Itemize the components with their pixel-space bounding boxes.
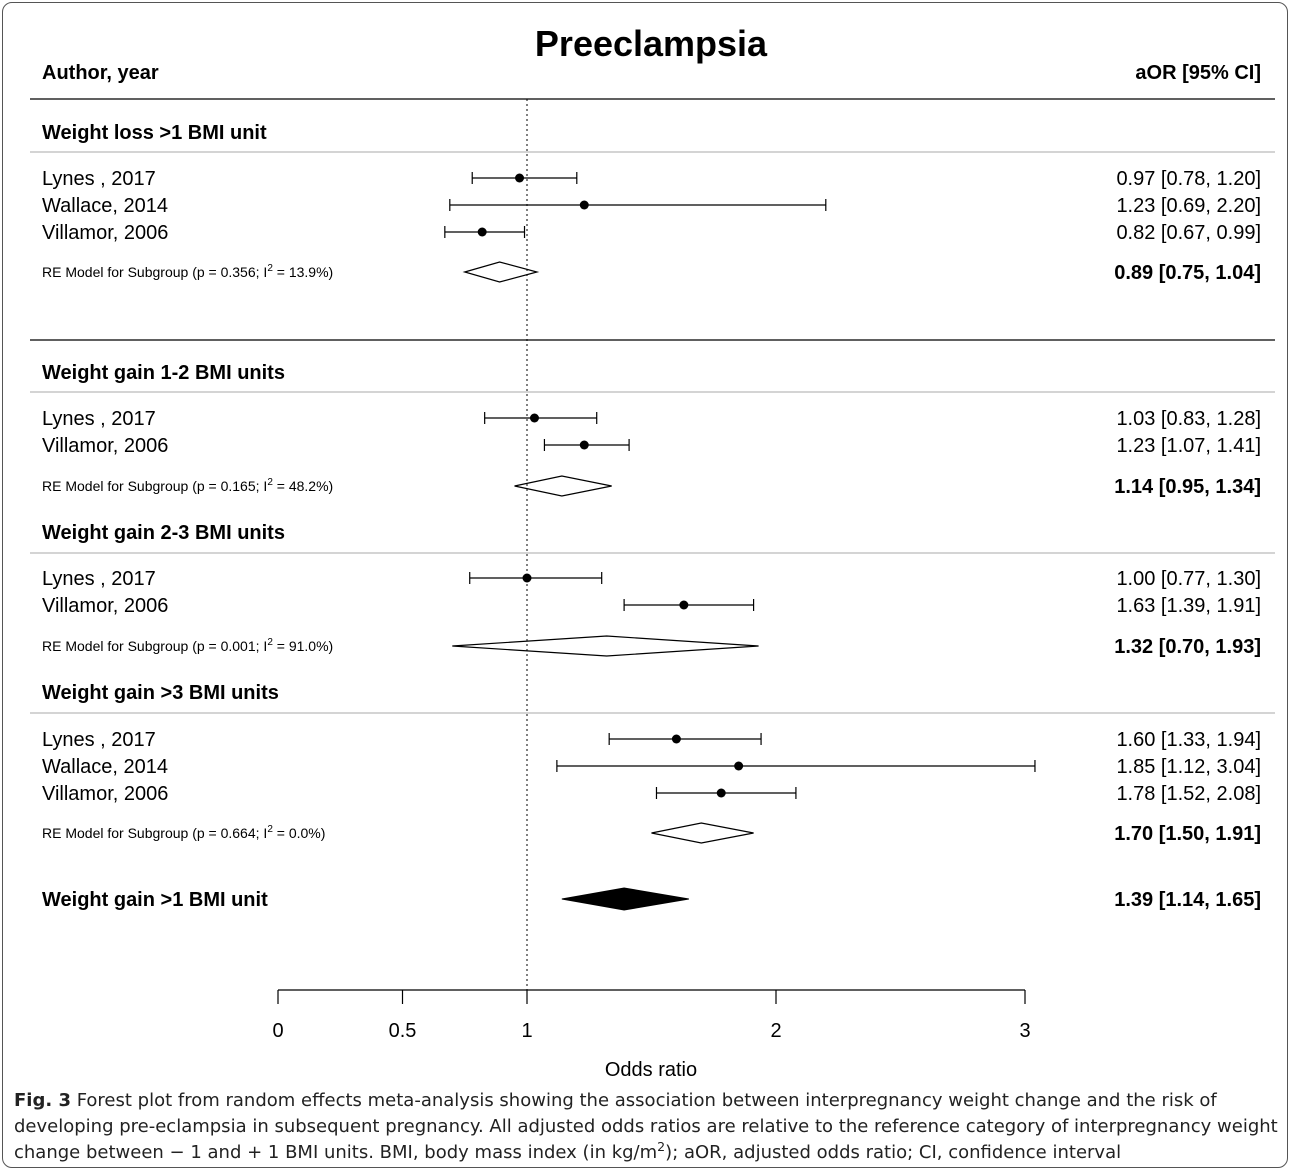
study-label: Villamor, 2006 — [42, 222, 168, 244]
subgroup-heading: Weight gain 1-2 BMI units — [42, 362, 285, 384]
subgroup-summary-diamond — [651, 822, 754, 844]
subgroup-summary-diamond — [514, 475, 612, 497]
study-estimate-text: 1.60 [1.33, 1.94] — [1116, 729, 1261, 751]
study-label: Wallace, 2014 — [42, 195, 168, 217]
x-tick-label: 2 — [770, 1020, 781, 1042]
point-estimate — [477, 227, 487, 237]
subgroup-model-label: RE Model for Subgroup (p = 0.664; I2 = 0… — [42, 824, 325, 841]
subgroup-heading: Weight gain 2-3 BMI units — [42, 522, 285, 544]
caption-fig-label: Fig. 3 — [14, 1090, 71, 1111]
study-estimate-text: 0.97 [0.78, 1.20] — [1116, 168, 1261, 190]
study-label: Villamor, 2006 — [42, 435, 168, 457]
point-estimate — [671, 734, 681, 744]
subgroup-model-label: RE Model for Subgroup (p = 0.165; I2 = 4… — [42, 477, 333, 494]
study-estimate-text: 0.82 [0.67, 0.99] — [1116, 222, 1261, 244]
figure-caption: Fig. 3 Forest plot from random effects m… — [14, 1088, 1278, 1166]
caption-superscript: 2 — [657, 1139, 666, 1154]
point-estimate — [522, 573, 532, 583]
subgroup-summary-text: 1.70 [1.50, 1.91] — [1114, 823, 1261, 845]
study-label: Wallace, 2014 — [42, 756, 168, 778]
study-estimate-text: 1.78 [1.52, 2.08] — [1116, 783, 1261, 805]
point-estimate — [734, 761, 744, 771]
subgroup-heading: Weight gain >3 BMI units — [42, 682, 279, 704]
caption-text-end: ); aOR, adjusted odds ratio; CI, confide… — [665, 1142, 1122, 1163]
point-estimate — [529, 413, 539, 423]
point-estimate — [515, 173, 525, 183]
x-tick-label: 0.5 — [389, 1020, 417, 1042]
x-tick-label: 3 — [1019, 1020, 1030, 1042]
point-estimate — [716, 788, 726, 798]
overall-summary-diamond — [561, 887, 689, 911]
subgroup-model-label: RE Model for Subgroup (p = 0.001; I2 = 9… — [42, 637, 333, 654]
subgroup-summary-text: 0.89 [0.75, 1.04] — [1114, 262, 1261, 284]
x-tick-label: 0 — [272, 1020, 283, 1042]
x-axis-label: Odds ratio — [605, 1059, 697, 1081]
caption-text: Forest plot from random effects meta-ana… — [14, 1090, 1278, 1163]
study-label: Villamor, 2006 — [42, 783, 168, 805]
subgroup-summary-diamond — [462, 261, 540, 283]
subgroup-summary-text: 1.14 [0.95, 1.34] — [1114, 476, 1261, 498]
point-estimate — [679, 600, 689, 610]
study-estimate-text: 1.63 [1.39, 1.91] — [1116, 595, 1261, 617]
study-estimate-text: 1.85 [1.12, 3.04] — [1116, 756, 1261, 778]
subgroup-model-label: RE Model for Subgroup (p = 0.356; I2 = 1… — [42, 263, 333, 280]
point-estimate — [579, 200, 589, 210]
study-label: Lynes , 2017 — [42, 168, 156, 190]
study-estimate-text: 1.03 [0.83, 1.28] — [1116, 408, 1261, 430]
chart-title: Preeclampsia — [535, 23, 768, 64]
study-label: Lynes , 2017 — [42, 408, 156, 430]
overall-label: Weight gain >1 BMI unit — [42, 889, 268, 911]
study-label: Lynes , 2017 — [42, 729, 156, 751]
subgroup-summary-text: 1.32 [0.70, 1.93] — [1114, 636, 1261, 658]
overall-estimate-text: 1.39 [1.14, 1.65] — [1114, 889, 1261, 911]
study-estimate-text: 1.23 [1.07, 1.41] — [1116, 435, 1261, 457]
subgroup-summary-diamond — [452, 635, 759, 657]
study-label: Villamor, 2006 — [42, 595, 168, 617]
forest-plot: Preeclampsia Author, year aOR [95% CI] Weig… — [30, 23, 1275, 1081]
study-label: Lynes , 2017 — [42, 568, 156, 590]
left-column-header: Author, year — [42, 62, 159, 84]
study-estimate-text: 1.00 [0.77, 1.30] — [1116, 568, 1261, 590]
right-column-header: aOR [95% CI] — [1135, 62, 1261, 84]
point-estimate — [579, 440, 589, 450]
study-estimate-text: 1.23 [0.69, 2.20] — [1116, 195, 1261, 217]
x-tick-label: 1 — [521, 1020, 532, 1042]
subgroup-heading: Weight loss >1 BMI unit — [42, 122, 267, 144]
